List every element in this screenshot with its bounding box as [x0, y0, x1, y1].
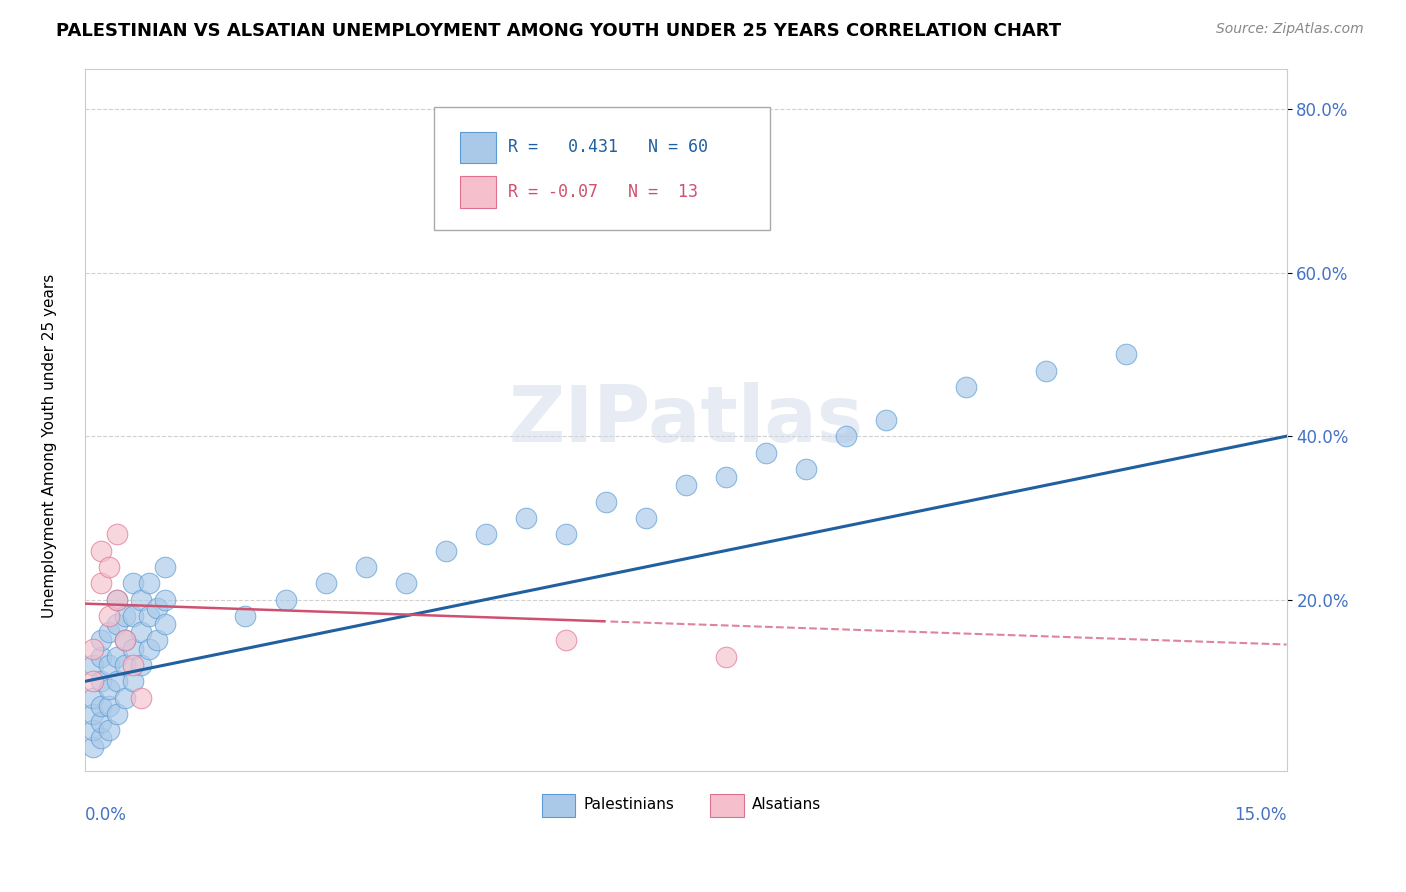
Point — [554, 527, 576, 541]
Point — [105, 527, 128, 541]
FancyBboxPatch shape — [541, 794, 575, 817]
Point — [146, 600, 169, 615]
Point — [474, 527, 496, 541]
Point — [98, 698, 121, 713]
Point — [714, 470, 737, 484]
Point — [98, 560, 121, 574]
Point — [114, 633, 136, 648]
FancyBboxPatch shape — [710, 794, 744, 817]
Point — [82, 641, 104, 656]
Point — [395, 576, 418, 591]
Point — [675, 478, 697, 492]
FancyBboxPatch shape — [460, 132, 496, 163]
Text: ZIPatlas: ZIPatlas — [509, 382, 863, 458]
Text: R = -0.07   N =  13: R = -0.07 N = 13 — [508, 183, 699, 202]
Point — [114, 657, 136, 672]
Point — [90, 649, 112, 664]
Point — [82, 690, 104, 705]
Text: 15.0%: 15.0% — [1234, 806, 1286, 824]
Text: Source: ZipAtlas.com: Source: ZipAtlas.com — [1216, 22, 1364, 37]
FancyBboxPatch shape — [433, 107, 770, 230]
Point — [755, 445, 778, 459]
Point — [98, 682, 121, 697]
Point — [634, 511, 657, 525]
Point — [315, 576, 337, 591]
Point — [98, 608, 121, 623]
Point — [98, 625, 121, 640]
Point — [98, 657, 121, 672]
Text: PALESTINIAN VS ALSATIAN UNEMPLOYMENT AMONG YOUTH UNDER 25 YEARS CORRELATION CHAR: PALESTINIAN VS ALSATIAN UNEMPLOYMENT AMO… — [56, 22, 1062, 40]
Point — [434, 543, 457, 558]
Point — [82, 674, 104, 689]
Point — [155, 560, 177, 574]
Point — [98, 723, 121, 738]
Point — [794, 462, 817, 476]
Point — [90, 715, 112, 730]
Point — [90, 543, 112, 558]
Point — [138, 576, 160, 591]
Point — [354, 560, 377, 574]
Point — [82, 657, 104, 672]
Point — [105, 706, 128, 721]
Point — [82, 739, 104, 754]
Point — [105, 592, 128, 607]
Point — [122, 657, 145, 672]
Point — [90, 731, 112, 746]
Point — [131, 592, 153, 607]
Point — [1115, 347, 1137, 361]
Point — [90, 698, 112, 713]
Point — [835, 429, 858, 443]
Point — [90, 674, 112, 689]
Point — [82, 723, 104, 738]
Point — [114, 608, 136, 623]
Point — [131, 657, 153, 672]
Text: Unemployment Among Youth under 25 years: Unemployment Among Youth under 25 years — [42, 274, 56, 618]
Point — [105, 649, 128, 664]
Point — [714, 649, 737, 664]
Point — [122, 576, 145, 591]
Point — [122, 641, 145, 656]
Text: R =   0.431   N = 60: R = 0.431 N = 60 — [508, 138, 709, 156]
Point — [955, 380, 977, 394]
FancyBboxPatch shape — [460, 176, 496, 208]
Point — [235, 608, 257, 623]
Point — [131, 690, 153, 705]
Point — [122, 608, 145, 623]
Point — [146, 633, 169, 648]
Point — [875, 413, 897, 427]
Point — [1035, 364, 1057, 378]
Point — [82, 706, 104, 721]
Text: 0.0%: 0.0% — [86, 806, 127, 824]
Point — [105, 592, 128, 607]
Point — [90, 633, 112, 648]
Text: Palestinians: Palestinians — [583, 797, 675, 813]
Point — [138, 641, 160, 656]
Point — [515, 511, 537, 525]
Point — [122, 674, 145, 689]
Point — [274, 592, 297, 607]
Text: Alsatians: Alsatians — [752, 797, 821, 813]
Point — [131, 625, 153, 640]
Point — [90, 576, 112, 591]
Point — [114, 690, 136, 705]
Point — [114, 633, 136, 648]
Point — [105, 674, 128, 689]
Point — [105, 617, 128, 632]
Point — [554, 633, 576, 648]
Point — [155, 617, 177, 632]
Point — [155, 592, 177, 607]
Point — [595, 494, 617, 508]
Point — [138, 608, 160, 623]
